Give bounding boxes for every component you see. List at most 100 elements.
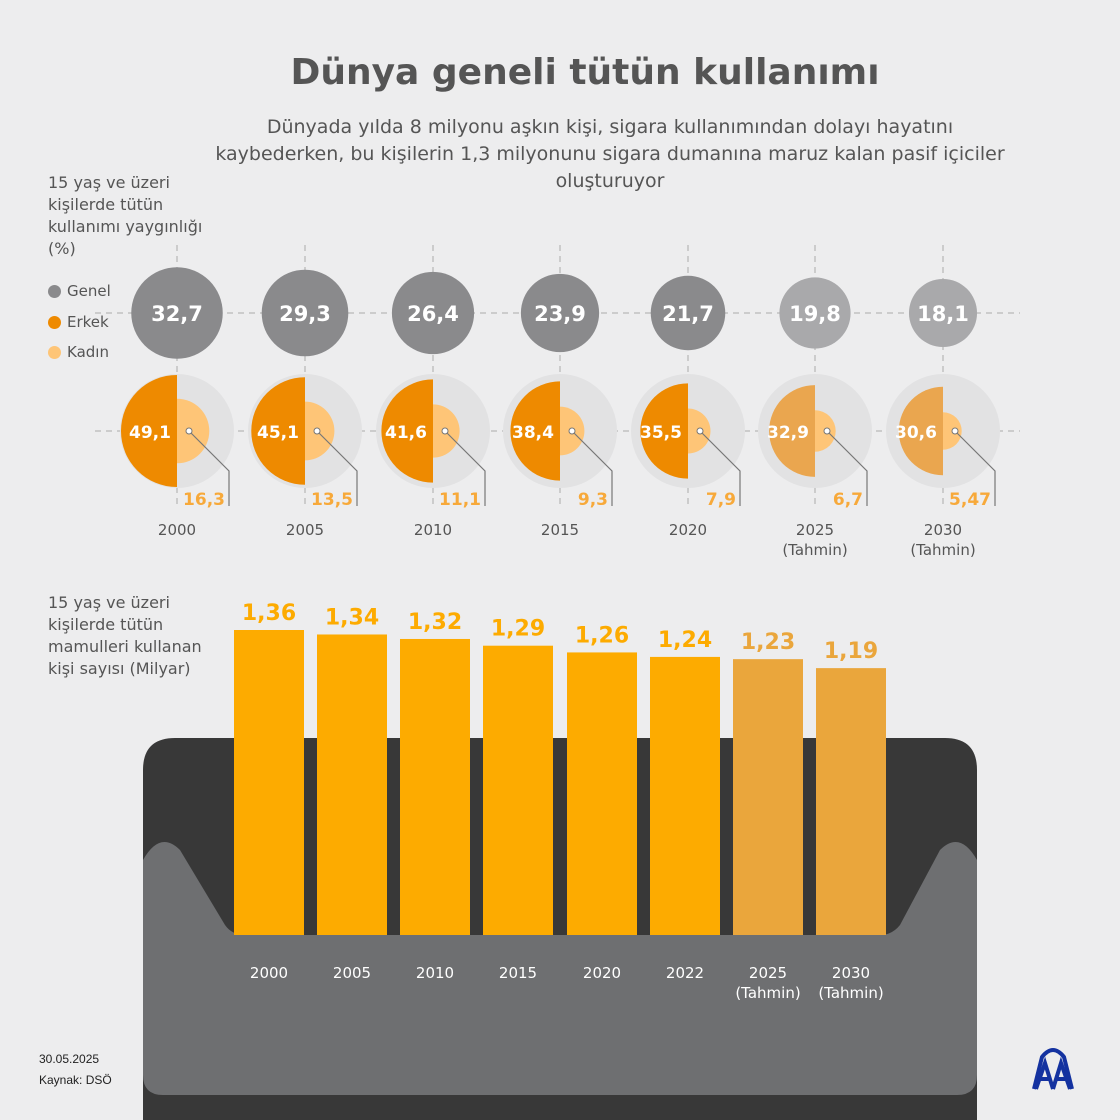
genel-circle xyxy=(261,269,349,357)
erkek-half-circle xyxy=(898,386,943,476)
genel-circle xyxy=(391,271,475,355)
bar-category-label: 2025 xyxy=(749,964,787,982)
genel-value: 32,7 xyxy=(151,302,203,326)
leader-dot xyxy=(313,427,321,435)
year-label: 2030 xyxy=(924,521,962,539)
legend-kadin: Kadın xyxy=(48,343,109,361)
erkek-value: 49,1 xyxy=(129,423,171,443)
erkek-half-circle xyxy=(120,374,177,488)
leader-dot xyxy=(441,427,449,435)
genel-value: 29,3 xyxy=(279,302,331,326)
year-label: 2000 xyxy=(158,521,196,539)
erkek-dot-icon xyxy=(48,315,61,329)
bar-value: 1,36 xyxy=(242,601,296,626)
year-label: 2025 xyxy=(796,521,834,539)
subtitle: Dünyada yılda 8 milyonu aşkın kişi, siga… xyxy=(215,116,1005,192)
bar xyxy=(317,634,387,935)
bar xyxy=(650,656,720,935)
erkek-value: 38,4 xyxy=(512,423,554,443)
bar-category-label: 2020 xyxy=(583,964,621,982)
year-label: 2010 xyxy=(414,521,452,539)
legend-label: Kadın xyxy=(67,343,109,361)
genel-value: 19,8 xyxy=(789,302,841,326)
erkek-value: 45,1 xyxy=(257,423,299,443)
erkek-value: 32,9 xyxy=(767,423,809,443)
erkek-value: 41,6 xyxy=(385,423,427,443)
bar-category-label: 2022 xyxy=(666,964,704,982)
leader-line xyxy=(699,430,741,506)
page-title: Dünya geneli tütün kullanımı xyxy=(290,52,880,93)
bar-value: 1,23 xyxy=(741,630,795,655)
genel-circle xyxy=(520,273,600,353)
genel-dot-icon xyxy=(48,284,61,298)
bar-category-label: 2005 xyxy=(333,964,371,982)
genel-value: 18,1 xyxy=(917,302,969,326)
bar-value: 1,29 xyxy=(491,617,545,642)
kadin-value: 5,47 xyxy=(949,490,991,510)
bar-value: 1,34 xyxy=(325,605,379,630)
erkek-half-circle xyxy=(251,377,305,485)
bar-category-label: 2015 xyxy=(499,964,537,982)
genel-value: 21,7 xyxy=(662,302,714,326)
bar-value: 1,19 xyxy=(824,639,878,664)
aa-logo-icon xyxy=(1032,1048,1074,1090)
year-label: 2015 xyxy=(541,521,579,539)
bar xyxy=(400,638,470,935)
leader-line xyxy=(571,430,613,506)
erkek-half-circle xyxy=(381,379,433,483)
genel-circle xyxy=(131,267,223,359)
kadin-dot-icon xyxy=(48,345,61,359)
kadin-value: 13,5 xyxy=(311,490,353,510)
leader-dot xyxy=(823,427,831,435)
genel-circle xyxy=(908,278,978,348)
bar-value: 1,24 xyxy=(658,628,712,653)
date: 30.05.2025 xyxy=(39,1052,100,1066)
kadin-value: 11,1 xyxy=(439,490,481,510)
source: Kaynak: DSÖ xyxy=(39,1073,112,1087)
genel-circle xyxy=(779,277,851,349)
erkek-value: 35,5 xyxy=(640,423,682,443)
leader-dot xyxy=(185,427,193,435)
bar-category-label: 2010 xyxy=(416,964,454,982)
bar xyxy=(567,652,637,935)
leader-line xyxy=(954,430,996,506)
leader-line xyxy=(316,430,358,506)
year-label: 2020 xyxy=(669,521,707,539)
erkek-half-circle xyxy=(769,385,815,477)
erkek-half-circle xyxy=(510,381,560,481)
bar-category-label: (Tahmin) xyxy=(818,984,883,1002)
bar-value: 1,26 xyxy=(575,623,629,648)
leader-line xyxy=(826,430,868,506)
legend-label: Genel xyxy=(67,282,111,300)
genel-value: 23,9 xyxy=(534,302,586,326)
erkek-value: 30,6 xyxy=(895,423,937,443)
legend-genel: Genel xyxy=(48,282,111,300)
genel-value: 26,4 xyxy=(407,302,459,326)
bar xyxy=(234,630,304,935)
erkek-half-circle xyxy=(640,383,688,479)
genel-circle xyxy=(650,275,726,351)
leader-dot xyxy=(568,427,576,435)
bar xyxy=(733,659,803,935)
kadin-value: 7,9 xyxy=(706,490,736,510)
bar-value: 1,32 xyxy=(408,610,462,635)
prevalence-label: 15 yaş ve üzeri kişilerde tütün kullanım… xyxy=(48,173,203,258)
count-label: 15 yaş ve üzeri kişilerde tütün mamuller… xyxy=(48,593,202,678)
year-label: (Tahmin) xyxy=(782,541,847,559)
legend-label: Erkek xyxy=(67,313,109,331)
kadin-half-circle xyxy=(177,398,210,464)
kadin-value: 16,3 xyxy=(183,490,225,510)
leader-line xyxy=(188,430,230,506)
leader-dot xyxy=(696,427,704,435)
year-label: (Tahmin) xyxy=(910,541,975,559)
bar xyxy=(816,668,886,935)
bar-category-label: 2000 xyxy=(250,964,288,982)
bar-category-label: (Tahmin) xyxy=(735,984,800,1002)
kadin-value: 9,3 xyxy=(578,490,608,510)
leader-line xyxy=(444,430,486,506)
kadin-value: 6,7 xyxy=(833,490,863,510)
year-label: 2005 xyxy=(286,521,324,539)
ashtray-tray xyxy=(143,842,977,1095)
